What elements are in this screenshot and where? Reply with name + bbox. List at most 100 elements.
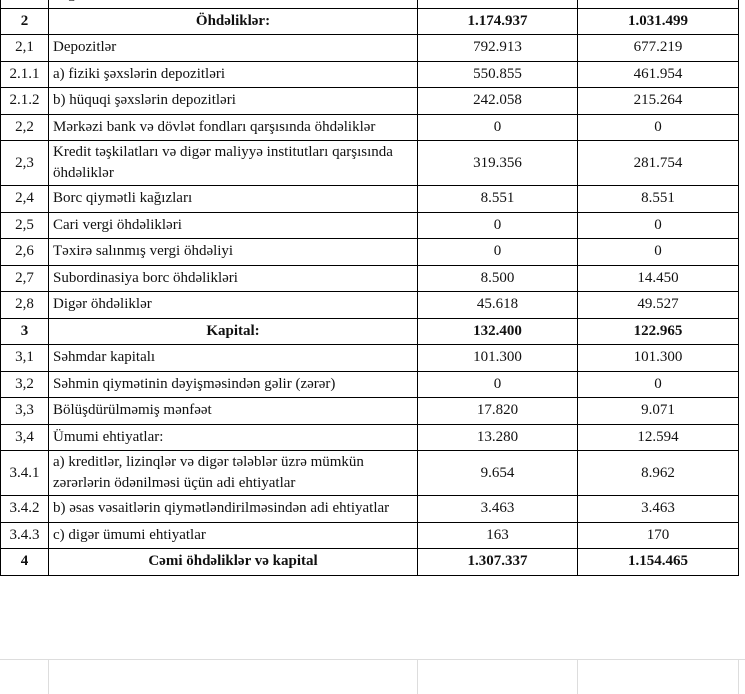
row-number: 2,2 bbox=[0, 113, 49, 141]
row-label: c) digər ümumi ehtiyatlar bbox=[48, 521, 418, 549]
sheet-gridline bbox=[0, 659, 745, 660]
table-row: 2,5 Cari vergi öhdəlikləri 0 0 bbox=[0, 211, 739, 239]
row-number: 2,7 bbox=[0, 264, 49, 292]
value-previous: 0 bbox=[577, 238, 739, 266]
row-label: a) kreditlər, lizinqlər və digər tələblə… bbox=[48, 450, 418, 496]
table-row: 3.4.2 b) əsas vəsaitlərin qiymətləndirilm… bbox=[0, 495, 739, 523]
table-row: 4 Cəmi öhdəliklər və kapital 1.307.337 1.15… bbox=[0, 548, 739, 576]
value-current: 45.618 bbox=[417, 291, 578, 319]
value-current: 101.300 bbox=[417, 344, 578, 372]
row-label: Digər öhdəliklər bbox=[48, 291, 418, 319]
row-label: Subordinasiya borc öhdəlikləri bbox=[48, 264, 418, 292]
row-number: 2,1 bbox=[0, 34, 49, 62]
table-row: 3,4 Ümumi ehtiyatlar: 13.280 12.594 bbox=[0, 423, 739, 451]
table-row: 2,7 Subordinasiya borc öhdəlikləri 8.500 14… bbox=[0, 264, 739, 292]
table-row: 1.10Digər aktivlər1.43660.101 bbox=[0, 0, 739, 9]
value-previous: 461.954 bbox=[577, 60, 739, 88]
value-previous: 0 bbox=[577, 113, 739, 141]
table-row: 2,3 Kredit təşkilatları və digər maliyyə … bbox=[0, 140, 739, 186]
value-current: 792.913 bbox=[417, 34, 578, 62]
row-number: 4 bbox=[0, 548, 49, 576]
row-label: Depozitlər bbox=[48, 34, 418, 62]
value-previous: 1.031.499 bbox=[577, 7, 739, 35]
value-current: 13.280 bbox=[417, 423, 578, 451]
table-row: 2 Öhdəliklər: 1.174.937 1.031.499 bbox=[0, 7, 739, 35]
table-row: 3,2 Səhmin qiymətinin dəyişməsindən gəlir… bbox=[0, 370, 739, 398]
row-number: 2,6 bbox=[0, 238, 49, 266]
row-label: Mərkəzi bank və dövlət fondları qarşısın… bbox=[48, 113, 418, 141]
row-label: Təxirə salınmış vergi öhdəliyi bbox=[48, 238, 418, 266]
sheet-gridline bbox=[577, 659, 578, 694]
value-current: 550.855 bbox=[417, 60, 578, 88]
row-label: Cəmi öhdəliklər və kapital bbox=[48, 548, 418, 576]
row-label: Ümumi ehtiyatlar: bbox=[48, 423, 418, 451]
value-previous: 170 bbox=[577, 521, 739, 549]
row-number: 3,2 bbox=[0, 370, 49, 398]
row-number: 2.1.1 bbox=[0, 60, 49, 88]
value-previous: 60.101 bbox=[577, 0, 739, 9]
value-current: 1.436 bbox=[417, 0, 578, 9]
value-previous: 122.965 bbox=[577, 317, 739, 345]
row-label: Cari vergi öhdəlikləri bbox=[48, 211, 418, 239]
value-current: 8.551 bbox=[417, 185, 578, 213]
value-current: 319.356 bbox=[417, 140, 578, 186]
value-previous: 215.264 bbox=[577, 87, 739, 115]
row-label: Bölüşdürülməmiş mənfəət bbox=[48, 397, 418, 425]
table-row: 2,1 Depozitlər 792.913 677.219 bbox=[0, 34, 739, 62]
table-row: 3 Kapital: 132.400 122.965 bbox=[0, 317, 739, 345]
value-current: 0 bbox=[417, 370, 578, 398]
value-previous: 12.594 bbox=[577, 423, 739, 451]
row-number: 2,5 bbox=[0, 211, 49, 239]
row-label: Digər aktivlər bbox=[48, 0, 418, 9]
row-label: Səhmin qiymətinin dəyişməsindən gəlir (z… bbox=[48, 370, 418, 398]
value-previous: 1.154.465 bbox=[577, 548, 739, 576]
sheet-gridline bbox=[48, 659, 49, 694]
value-previous: 49.527 bbox=[577, 291, 739, 319]
value-previous: 3.463 bbox=[577, 495, 739, 523]
row-number: 2 bbox=[0, 7, 49, 35]
value-previous: 8.551 bbox=[577, 185, 739, 213]
value-current: 1.307.337 bbox=[417, 548, 578, 576]
row-label: Səhmdar kapitalı bbox=[48, 344, 418, 372]
table-row: 2.1.1 a) fiziki şəxslərin depozitləri 550.… bbox=[0, 60, 739, 88]
value-current: 163 bbox=[417, 521, 578, 549]
row-number: 1.10 bbox=[0, 0, 49, 9]
value-current: 17.820 bbox=[417, 397, 578, 425]
table-row: 3.4.3 c) digər ümumi ehtiyatlar 163 170 bbox=[0, 521, 739, 549]
value-previous: 14.450 bbox=[577, 264, 739, 292]
table-row: 2.1.2 b) hüquqi şəxslərin depozitləri 242.… bbox=[0, 87, 739, 115]
sheet-gridline bbox=[738, 659, 739, 694]
row-number: 3 bbox=[0, 317, 49, 345]
row-number: 3.4.2 bbox=[0, 495, 49, 523]
row-label: a) fiziki şəxslərin depozitləri bbox=[48, 60, 418, 88]
table-row: 2,4 Borc qiymətli kağızları 8.551 8.551 bbox=[0, 185, 739, 213]
table-row: 2,8 Digər öhdəliklər 45.618 49.527 bbox=[0, 291, 739, 319]
row-number: 2,8 bbox=[0, 291, 49, 319]
table-row: 2,2 Mərkəzi bank və dövlət fondları qarşı… bbox=[0, 113, 739, 141]
row-number: 2,3 bbox=[0, 140, 49, 186]
row-label: b) hüquqi şəxslərin depozitləri bbox=[48, 87, 418, 115]
row-number: 2,4 bbox=[0, 185, 49, 213]
row-number: 3,1 bbox=[0, 344, 49, 372]
value-previous: 281.754 bbox=[577, 140, 739, 186]
balance-sheet-table: 1.10Digər aktivlər1.43660.1012Öhdəliklər… bbox=[0, 0, 739, 576]
sheet-gridline bbox=[417, 659, 418, 694]
value-current: 132.400 bbox=[417, 317, 578, 345]
value-previous: 0 bbox=[577, 211, 739, 239]
row-label: Borc qiymətli kağızları bbox=[48, 185, 418, 213]
value-current: 9.654 bbox=[417, 450, 578, 496]
value-previous: 9.071 bbox=[577, 397, 739, 425]
row-number: 2.1.2 bbox=[0, 87, 49, 115]
value-current: 0 bbox=[417, 238, 578, 266]
value-previous: 0 bbox=[577, 370, 739, 398]
row-number: 3,4 bbox=[0, 423, 49, 451]
value-current: 8.500 bbox=[417, 264, 578, 292]
value-current: 3.463 bbox=[417, 495, 578, 523]
row-number: 3.4.1 bbox=[0, 450, 49, 496]
value-previous: 8.962 bbox=[577, 450, 739, 496]
table-row: 3,1 Səhmdar kapitalı 101.300 101.300 bbox=[0, 344, 739, 372]
value-current: 0 bbox=[417, 113, 578, 141]
value-current: 242.058 bbox=[417, 87, 578, 115]
table-row: 3.4.1 a) kreditlər, lizinqlər və digər tə… bbox=[0, 450, 739, 496]
value-current: 1.174.937 bbox=[417, 7, 578, 35]
